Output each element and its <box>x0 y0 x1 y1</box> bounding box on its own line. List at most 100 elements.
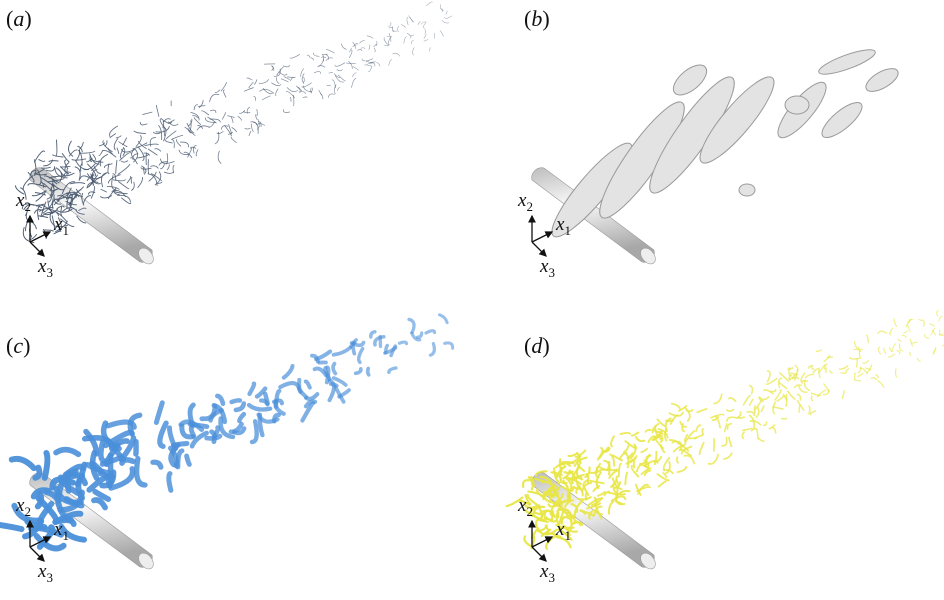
vortex-filament <box>410 17 414 22</box>
vortex-filament <box>369 45 370 50</box>
axis-label-x2: x2 <box>16 495 31 520</box>
vortex-filament <box>359 349 363 363</box>
vortex-filament <box>714 394 722 403</box>
vortex-filament <box>897 351 900 354</box>
vortex-filament <box>764 422 767 425</box>
vortex-filament <box>239 414 243 421</box>
vortex-filament <box>143 112 152 115</box>
vortex-filament <box>855 373 856 379</box>
vortex-filament <box>311 58 314 61</box>
vortex-filament <box>360 40 365 43</box>
vortex-filament <box>626 454 629 468</box>
vortex-filament <box>758 439 764 442</box>
vortex-filament <box>827 357 832 358</box>
vortex-filament <box>148 174 157 186</box>
vortex-filament <box>194 105 198 110</box>
vortex-filament <box>316 352 330 360</box>
vortex-filament <box>727 409 734 411</box>
vortex-filament <box>364 65 371 66</box>
vortex-filament <box>79 150 83 165</box>
vortex-filament <box>789 377 798 379</box>
vortex-filament <box>672 441 677 442</box>
vortex-filament <box>121 161 127 162</box>
vortex-filament <box>933 347 935 352</box>
vortex-filament <box>293 95 294 106</box>
vortex-filament <box>826 368 827 372</box>
vortex-filament <box>49 161 58 162</box>
vortex-filament <box>215 90 220 93</box>
vortex-filament <box>410 35 414 36</box>
vortex-filament <box>196 150 198 156</box>
vortex-filament <box>334 348 351 355</box>
vortex-filament <box>939 316 942 321</box>
vortex-filament <box>254 80 256 85</box>
vortex-filament <box>333 364 335 374</box>
vortex-filament <box>385 45 390 46</box>
vortex-filament <box>425 29 426 34</box>
vortex-blob <box>817 97 867 143</box>
vortex-filament <box>250 384 255 394</box>
vortex-filament <box>198 106 205 107</box>
vortex-filament <box>197 126 209 130</box>
vortex-filament <box>193 145 196 153</box>
vortex-filament <box>253 122 258 133</box>
vortex-filament <box>841 373 845 374</box>
vortex-filament <box>797 401 803 410</box>
vortex-filament <box>632 433 639 436</box>
vortex-filament <box>925 335 929 339</box>
axis-label-x2: x2 <box>518 190 533 215</box>
vortex-blob <box>862 64 901 96</box>
vortex-filament <box>352 343 364 346</box>
vortex-filament <box>290 54 300 58</box>
vortex-filament <box>349 61 353 68</box>
vortex-filament <box>590 481 604 483</box>
vortex-filament <box>231 117 233 122</box>
vortex-filament <box>795 385 801 387</box>
vortex-filament <box>445 343 453 348</box>
vortex-filament <box>767 371 770 382</box>
vortex-filament <box>187 456 190 464</box>
vortex-filament <box>127 177 131 183</box>
vortex-filament <box>809 406 810 413</box>
vortex-filament <box>904 331 907 333</box>
vortex-filament <box>727 417 738 421</box>
vortex-filament <box>761 406 764 411</box>
vortex-filament <box>314 72 320 74</box>
vortex-filament <box>190 405 193 425</box>
vortex-filament <box>429 48 430 52</box>
vortex-filament <box>217 132 223 134</box>
vortex-filament <box>56 140 57 156</box>
vortex-filament <box>641 449 647 452</box>
vortex-filament <box>303 97 307 98</box>
vortex-filament <box>161 165 165 169</box>
vortex-filament <box>696 425 701 431</box>
vortex-filament <box>389 368 396 372</box>
vortex-filament <box>349 50 352 58</box>
axis-label-x3: x3 <box>38 561 53 586</box>
vortex-filament <box>389 60 392 66</box>
vortex-filament <box>401 24 406 27</box>
vortex-filament <box>247 78 252 80</box>
vortex-filament <box>337 70 342 71</box>
vortex-filament <box>160 423 166 446</box>
vortex-filament <box>930 324 934 326</box>
vortex-filament <box>194 118 200 125</box>
vortex-filament <box>842 391 844 398</box>
vortex-filament <box>202 406 215 419</box>
vortex-filament <box>257 109 258 115</box>
vortex-filament <box>871 378 876 380</box>
vortex-filament <box>616 476 618 484</box>
vortex-filament <box>440 315 448 323</box>
vortex-filament <box>369 66 372 72</box>
vortex-filament <box>804 381 809 391</box>
vortex-filament <box>702 429 703 434</box>
vortex-filament <box>341 44 346 50</box>
vortex-filament <box>306 381 310 387</box>
vortex-filament <box>326 50 334 53</box>
vortex-filament <box>151 166 159 168</box>
vortex-filament <box>917 359 920 362</box>
vortex-filament <box>352 73 356 77</box>
